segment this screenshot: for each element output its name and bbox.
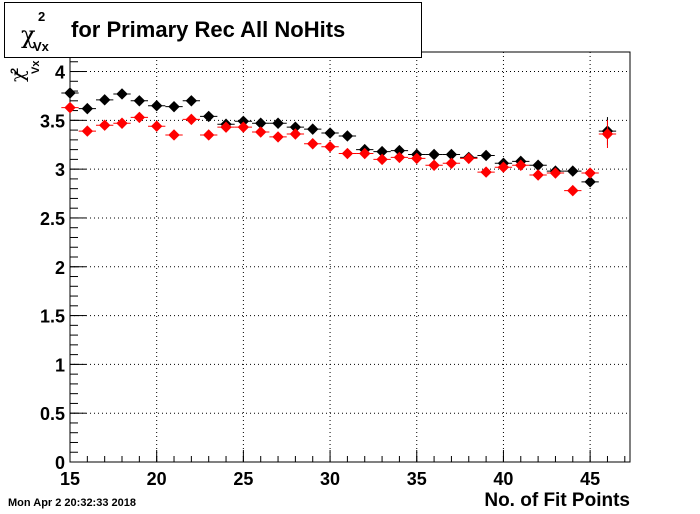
- timestamp: Mon Apr 2 20:32:33 2018: [8, 497, 136, 509]
- title-superscript: 2: [38, 9, 46, 24]
- data-point: [220, 121, 232, 133]
- data-point: [567, 165, 579, 177]
- data-point: [601, 128, 614, 140]
- tick-labels: 15 20 25 30 35 40 45 0 0.5 1 1.5 2 2.5 3 3.5 4: [40, 63, 600, 489]
- data-point: [393, 151, 406, 164]
- data-point: [463, 152, 475, 165]
- x-axis-label: No. of Fit Points: [484, 490, 630, 511]
- data-point: [272, 131, 284, 143]
- y-tick-label: 1: [55, 355, 65, 375]
- y-tick-label: 0.5: [40, 404, 65, 424]
- y-tick-label: 0: [55, 453, 65, 473]
- data-point: [168, 129, 180, 141]
- data-point: [376, 153, 388, 166]
- data-point: [445, 157, 458, 169]
- data-point: [324, 140, 336, 153]
- title-chi-symbol: χ: [21, 21, 36, 49]
- ylabel-subscript: Vx: [30, 60, 42, 74]
- data-point: [515, 159, 527, 171]
- x-tick-label: 35: [407, 469, 427, 489]
- data-point: [549, 167, 562, 179]
- data-point: [532, 169, 544, 181]
- x-tick-label: 15: [60, 469, 80, 489]
- grid-lines: [69, 52, 630, 463]
- data-point: [272, 117, 284, 129]
- data-point: [185, 95, 198, 107]
- data-point: [185, 113, 198, 126]
- data-point: [428, 159, 440, 171]
- data-point: [497, 161, 510, 173]
- data-point: [411, 152, 423, 165]
- data-point: [150, 120, 163, 132]
- y-tick-label: 3.5: [40, 111, 65, 131]
- title-box: χ 2 Vx for Primary Rec All NoHits: [4, 2, 422, 58]
- data-point: [480, 149, 492, 162]
- data-point: [584, 167, 596, 179]
- data-points: [61, 87, 617, 197]
- chart-title: for Primary Rec All NoHits: [71, 17, 346, 42]
- data-point: [64, 87, 76, 99]
- data-point: [255, 126, 267, 138]
- data-point: [567, 184, 579, 197]
- data-point: [307, 138, 319, 150]
- x-tick-label: 25: [233, 469, 253, 489]
- data-point: [359, 147, 371, 160]
- axis-ticks: [69, 51, 626, 463]
- data-point: [341, 147, 354, 160]
- data-point: [150, 99, 163, 112]
- y-tick-label: 4: [55, 63, 65, 83]
- data-point: [116, 117, 128, 129]
- data-point: [81, 102, 94, 115]
- data-point: [202, 110, 215, 123]
- x-tick-label: 20: [147, 469, 167, 489]
- data-point: [168, 100, 180, 113]
- data-point: [584, 176, 596, 188]
- data-point: [237, 121, 250, 133]
- data-point: [480, 166, 492, 178]
- y-tick-label: 2: [55, 258, 65, 278]
- data-point: [324, 127, 336, 139]
- data-point: [289, 128, 302, 140]
- data-point: [64, 101, 76, 114]
- title-subscript: Vx: [33, 39, 49, 54]
- y-tick-label: 1.5: [40, 307, 65, 327]
- data-point: [81, 125, 94, 137]
- y-tick-label: 2.5: [40, 209, 65, 229]
- data-point: [116, 88, 128, 100]
- data-point: [202, 129, 215, 141]
- data-point: [428, 148, 440, 161]
- x-tick-label: 45: [580, 469, 600, 489]
- data-point: [133, 111, 146, 124]
- data-point: [98, 119, 111, 131]
- y-tick-label: 3: [55, 160, 65, 180]
- data-point: [307, 123, 319, 135]
- ylabel-superscript: 2: [9, 67, 21, 74]
- x-tick-label: 40: [493, 469, 513, 489]
- x-tick-label: 30: [320, 469, 340, 489]
- data-point: [98, 94, 111, 106]
- plot-frame: [69, 51, 631, 463]
- data-point: [341, 130, 354, 142]
- data-point: [133, 95, 146, 107]
